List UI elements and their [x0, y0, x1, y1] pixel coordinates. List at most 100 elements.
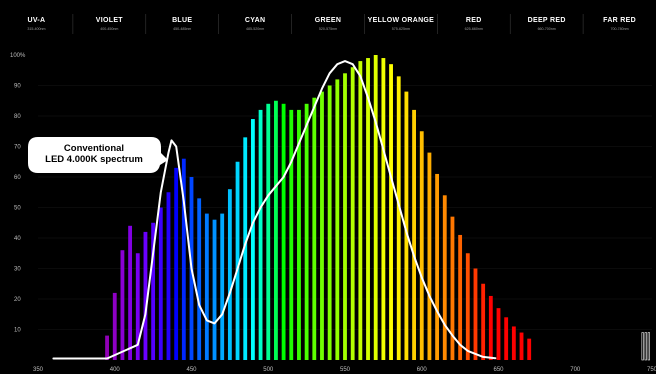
- y-tick-label-top: 100%: [10, 53, 26, 59]
- spectrum-bar: [343, 73, 347, 361]
- far-red-outline-bar: [647, 332, 650, 361]
- spectrum-bar: [427, 152, 432, 360]
- y-tick-label: 40: [14, 236, 21, 242]
- y-tick-label: 50: [14, 206, 21, 212]
- spectrum-bar: [266, 103, 271, 361]
- x-tick-label: 750: [647, 367, 656, 373]
- band-header: YELLOW ORANGE 575-625nm: [364, 14, 434, 34]
- spectrum-bar: [519, 332, 524, 360]
- x-tick-label: 550: [340, 367, 351, 373]
- spectrum-bar: [312, 97, 317, 360]
- spectrum-bar: [373, 55, 378, 360]
- spectrum-bar: [166, 192, 171, 360]
- x-tick-label: 650: [493, 367, 504, 373]
- spectrum-bar: [297, 109, 301, 361]
- spectrum-bar: [358, 61, 363, 360]
- spectrum-bars: [105, 55, 650, 361]
- band-range: 485-520nm: [246, 27, 264, 31]
- spectrum-bar: [473, 268, 478, 360]
- band-range: 450-485nm: [173, 27, 191, 31]
- far-red-outline-bar: [641, 332, 644, 361]
- far-red-outline-bar: [644, 332, 647, 361]
- band-header: DEEP RED 660-700nm: [509, 14, 565, 34]
- x-tick-label: 600: [417, 367, 428, 373]
- spectrum-bar: [458, 234, 463, 360]
- callout-text: LED 4.000K spectrum: [45, 154, 143, 165]
- band-name: YELLOW ORANGE: [368, 17, 435, 24]
- spectrum-bar: [320, 91, 324, 360]
- spectrum-bar: [412, 109, 416, 361]
- band-range: 520-575nm: [319, 27, 337, 31]
- spectrum-bar: [450, 216, 455, 360]
- band-range: 660-700nm: [538, 27, 556, 31]
- spectrum-bar: [220, 213, 225, 360]
- spectrum-bar: [435, 173, 440, 360]
- x-tick-label: 400: [110, 367, 121, 373]
- spectrum-bar: [389, 64, 393, 361]
- band-header: UV-A 315-400nm: [27, 17, 45, 31]
- band-name: CYAN: [245, 17, 265, 24]
- spectrum-bar: [488, 295, 493, 360]
- spectrum-bar: [212, 219, 217, 360]
- spectrum-bar: [274, 100, 278, 360]
- spectrum-bar: [504, 317, 509, 360]
- spectrum-bar: [366, 58, 370, 361]
- band-range: 625-660nm: [465, 27, 483, 31]
- band-name: RED: [466, 17, 482, 24]
- band-range: 700-780nm: [610, 27, 628, 31]
- spectrum-bar: [258, 109, 263, 361]
- y-tick-label: 70: [14, 145, 21, 151]
- band-header: RED 625-660nm: [437, 14, 483, 34]
- band-range: 315-400nm: [27, 27, 45, 31]
- y-tick-label: 30: [14, 267, 21, 273]
- spectrum-bar: [396, 76, 401, 360]
- band-name: UV-A: [27, 17, 45, 24]
- band-header: CYAN 485-520nm: [218, 14, 265, 34]
- spectrum-bar: [174, 167, 179, 360]
- spectrum-bar: [120, 250, 125, 360]
- spectrum-bar: [281, 103, 286, 361]
- spectrum-bar: [112, 292, 117, 360]
- x-tick-label: 700: [570, 367, 581, 373]
- spectrum-bar: [250, 119, 255, 360]
- spectrum-bar: [419, 131, 424, 360]
- spectrum-bar: [197, 198, 202, 360]
- y-tick-label: 90: [14, 84, 21, 90]
- spectrum-bar: [481, 283, 486, 360]
- band-range: 400-450nm: [100, 27, 118, 31]
- band-name: VIOLET: [96, 17, 124, 24]
- x-axis: 350 400 450 500 550 600 650 700 750: [33, 367, 656, 373]
- spectrum-bar: [158, 207, 163, 360]
- band-header: BLUE 450-485nm: [145, 14, 192, 34]
- spectrum-bar: [151, 222, 156, 360]
- spectrum-bar: [227, 189, 232, 360]
- spectrum-bar: [105, 335, 109, 360]
- spectrum-bar: [243, 137, 248, 360]
- spectrum-bar: [181, 158, 186, 360]
- spectrum-bar: [143, 231, 148, 360]
- spectrum-bar: [350, 67, 355, 360]
- band-header: FAR RED 700-780nm: [582, 14, 636, 34]
- y-tick-label: 20: [14, 297, 21, 303]
- spectrum-bar: [335, 79, 340, 361]
- x-tick-label: 450: [186, 367, 197, 373]
- band-range: 575-625nm: [392, 27, 410, 31]
- spectrum-bar: [135, 253, 140, 360]
- y-tick-label: 80: [14, 114, 21, 120]
- x-tick-label: 500: [263, 367, 274, 373]
- spectrum-bar: [381, 58, 386, 361]
- spectrum-bar: [128, 225, 133, 360]
- spectrum-bar: [465, 253, 470, 360]
- spectrum-bar: [327, 85, 332, 360]
- spectrum-bar: [511, 326, 516, 360]
- band-header: VIOLET 400-450nm: [72, 14, 124, 34]
- spectrum-bar: [204, 213, 209, 360]
- band-header: GREEN 520-575nm: [291, 14, 341, 34]
- led-spectrum-line: [52, 60, 497, 360]
- y-tick-label: 10: [14, 328, 21, 334]
- spectrum-bar: [289, 109, 294, 361]
- band-name: GREEN: [315, 17, 341, 24]
- band-name: BLUE: [172, 17, 192, 24]
- spectrum-bar: [527, 338, 532, 360]
- spectrum-bar: [442, 195, 447, 360]
